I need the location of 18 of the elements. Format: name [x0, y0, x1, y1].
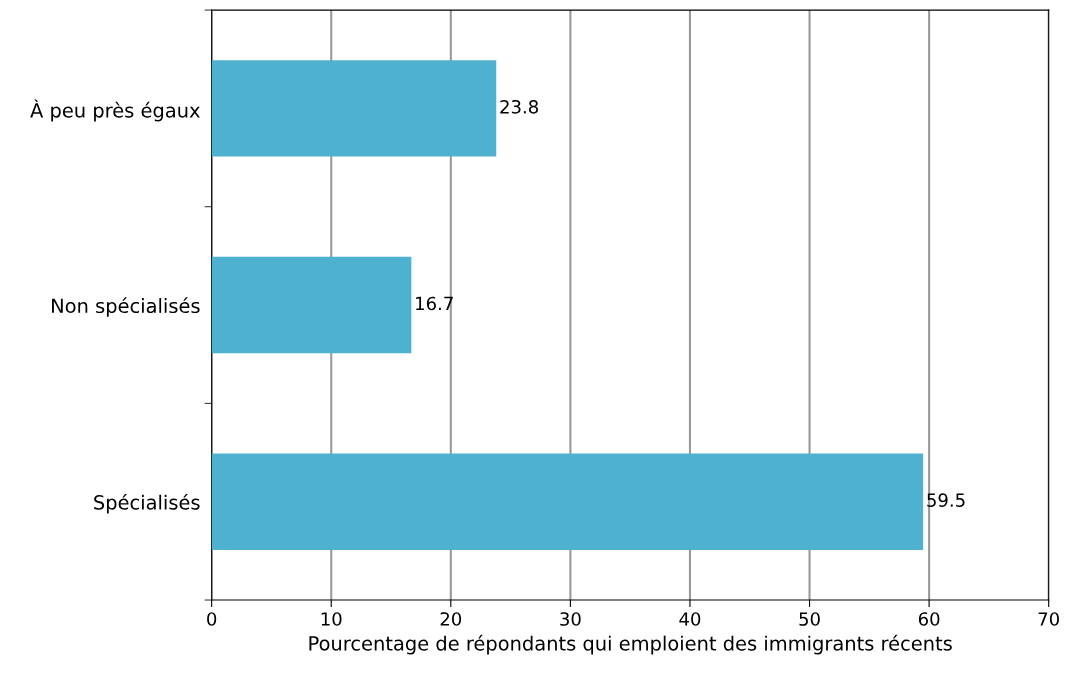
bar [211, 60, 497, 157]
x-tick-label: 20 [440, 612, 462, 626]
data-label: 16.7 [416, 296, 453, 311]
y-tick-label: Non spécialisés [52, 297, 200, 317]
x-tick-label: 50 [799, 612, 820, 626]
x-tick-label: 40 [679, 612, 701, 626]
data-label: 23.8 [500, 99, 538, 114]
bar [211, 453, 924, 550]
x-axis-title: Pourcentage de répondants qui emploient des immigrants récents [309, 634, 952, 655]
x-tick-label: 60 [918, 612, 940, 626]
y-tick-label: À peu près égaux [30, 99, 200, 122]
x-tick-label: 0 [207, 612, 217, 626]
x-tick-label: 30 [560, 612, 581, 626]
x-tick-label: 10 [321, 612, 342, 626]
bar [211, 256, 412, 354]
y-tick-label: Spécialisés [94, 493, 200, 514]
data-label: 59.5 [927, 493, 965, 507]
x-tick-label: 70 [1038, 612, 1059, 626]
